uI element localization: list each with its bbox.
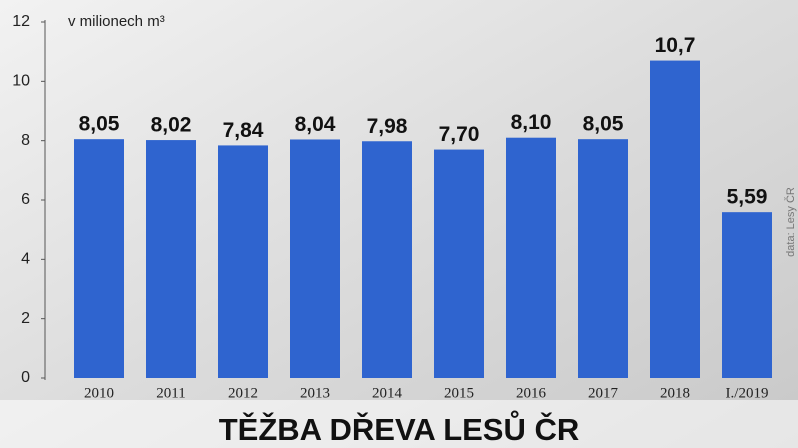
value-label: 8,10 <box>511 111 552 134</box>
bar <box>434 149 484 378</box>
bar <box>362 141 412 378</box>
value-label: 7,98 <box>367 115 408 138</box>
bar <box>650 60 700 379</box>
bar <box>578 139 628 378</box>
x-tick-label: 2012 <box>228 385 258 401</box>
bar <box>506 137 556 378</box>
source-note: data: Lesy ČR <box>784 187 797 257</box>
value-label: 7,84 <box>223 119 264 142</box>
x-tick-label: 2010 <box>84 385 114 401</box>
x-tick-label: 2011 <box>156 385 185 401</box>
bar <box>218 145 268 378</box>
value-label: 10,7 <box>655 34 696 57</box>
x-tick-label: 2014 <box>372 385 403 401</box>
y-tick-label: 4 <box>21 251 30 268</box>
value-label: 8,05 <box>79 113 120 136</box>
chart-title: TĚŽBA DŘEVA LESŮ ČR <box>219 409 580 447</box>
x-tick-label: 2015 <box>444 385 474 401</box>
x-tick-label: I./2019 <box>726 385 769 401</box>
value-label: 8,04 <box>295 113 336 136</box>
value-label: 8,02 <box>151 114 192 137</box>
bar <box>290 139 340 378</box>
y-tick-label: 6 <box>21 191 30 208</box>
y-tick-label: 8 <box>21 132 30 149</box>
title-band <box>0 400 798 448</box>
value-label: 7,70 <box>439 123 480 146</box>
x-tick-label: 2013 <box>300 385 330 401</box>
x-tick-label: 2016 <box>516 385 547 401</box>
value-label: 5,59 <box>727 186 768 209</box>
y-tick-label: 0 <box>21 369 30 386</box>
y-tick-label: 12 <box>12 13 30 30</box>
bar <box>74 139 124 378</box>
x-tick-label: 2017 <box>588 385 619 401</box>
x-tick-label: 2018 <box>660 385 690 401</box>
bar <box>146 140 196 378</box>
bar <box>722 212 772 378</box>
y-tick-label: 2 <box>21 310 30 327</box>
y-axis-label: v milionech m³ <box>68 13 165 30</box>
value-label: 8,05 <box>583 113 624 136</box>
y-tick-label: 10 <box>12 73 30 90</box>
